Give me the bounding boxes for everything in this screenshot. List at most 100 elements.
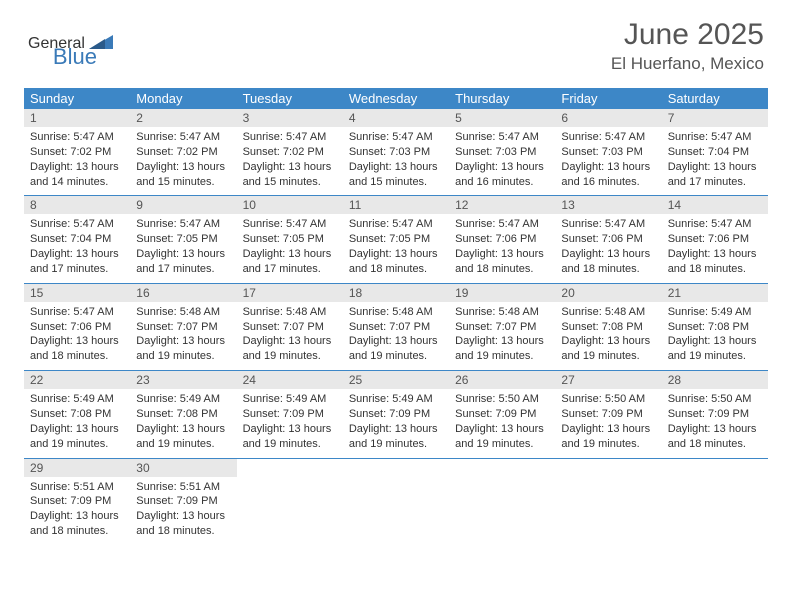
day-number: 27 — [555, 371, 661, 389]
month-title: June 2025 — [611, 18, 764, 52]
sunrise-line: Sunrise: 5:47 AM — [349, 130, 443, 145]
calendar-day-cell: 9Sunrise: 5:47 AMSunset: 7:05 PMDaylight… — [130, 196, 236, 283]
logo: General Blue — [28, 18, 97, 70]
day-number: 22 — [24, 371, 130, 389]
sunset-line: Sunset: 7:06 PM — [30, 320, 124, 335]
calendar-day-cell: 16Sunrise: 5:48 AMSunset: 7:07 PMDayligh… — [130, 283, 236, 370]
daylight-line: Daylight: 13 hours and 19 minutes. — [561, 422, 655, 452]
calendar-day-cell — [662, 458, 768, 545]
day-number: 25 — [343, 371, 449, 389]
daylight-line: Daylight: 13 hours and 15 minutes. — [349, 160, 443, 190]
calendar-day-cell: 3Sunrise: 5:47 AMSunset: 7:02 PMDaylight… — [237, 109, 343, 196]
day-number: 21 — [662, 284, 768, 302]
calendar-day-cell: 27 Sunrise: 5:50 AMSunset: 7:09 PMDayligh… — [555, 371, 661, 458]
sunrise-line: Sunrise: 5:48 AM — [349, 305, 443, 320]
day-details: Sunrise: 5:47 AMSunset: 7:03 PMDaylight:… — [555, 127, 661, 195]
sunrise-line: Sunrise: 5:49 AM — [349, 392, 443, 407]
calendar-day-cell: 28Sunrise: 5:50 AMSunset: 7:09 PMDayligh… — [662, 371, 768, 458]
day-details: Sunrise: 5:48 AMSunset: 7:07 PMDaylight:… — [449, 302, 555, 370]
calendar-day-cell — [237, 458, 343, 545]
calendar-day-cell: 19Sunrise: 5:48 AMSunset: 7:07 PMDayligh… — [449, 283, 555, 370]
daylight-line: Daylight: 13 hours and 15 minutes. — [243, 160, 337, 190]
sunrise-line: Sunrise: 5:47 AM — [136, 130, 230, 145]
sunset-line: Sunset: 7:07 PM — [455, 320, 549, 335]
sunrise-line: Sunrise: 5:48 AM — [561, 305, 655, 320]
day-header: Thursday — [449, 88, 555, 109]
calendar-day-cell: 4Sunrise: 5:47 AMSunset: 7:03 PMDaylight… — [343, 109, 449, 196]
calendar-day-cell: 26Sunrise: 5:50 AMSunset: 7:09 PMDayligh… — [449, 371, 555, 458]
sunset-line: Sunset: 7:06 PM — [561, 232, 655, 247]
day-details: Sunrise: 5:50 AMSunset: 7:09 PMDaylight:… — [662, 389, 768, 457]
daylight-line: Daylight: 13 hours and 17 minutes. — [30, 247, 124, 277]
sunset-line: Sunset: 7:09 PM — [243, 407, 337, 422]
calendar-day-cell: 6Sunrise: 5:47 AMSunset: 7:03 PMDaylight… — [555, 109, 661, 196]
daylight-line: Daylight: 13 hours and 16 minutes. — [561, 160, 655, 190]
sunset-line: Sunset: 7:02 PM — [30, 145, 124, 160]
day-details: Sunrise: 5:47 AMSunset: 7:06 PMDaylight:… — [662, 214, 768, 282]
day-number: 17 — [237, 284, 343, 302]
sunset-line: Sunset: 7:09 PM — [349, 407, 443, 422]
sunrise-line: Sunrise: 5:47 AM — [136, 217, 230, 232]
sunset-line: Sunset: 7:03 PM — [455, 145, 549, 160]
sunrise-line: Sunrise: 5:47 AM — [349, 217, 443, 232]
day-details: Sunrise: 5:47 AMSunset: 7:02 PMDaylight:… — [24, 127, 130, 195]
daylight-line: Daylight: 13 hours and 18 minutes. — [136, 509, 230, 539]
sunset-line: Sunset: 7:05 PM — [136, 232, 230, 247]
sunrise-line: Sunrise: 5:47 AM — [668, 130, 762, 145]
day-header-row: SundayMondayTuesdayWednesdayThursdayFrid… — [24, 88, 768, 109]
day-number: 19 — [449, 284, 555, 302]
calendar-day-cell: 18Sunrise: 5:48 AMSunset: 7:07 PMDayligh… — [343, 283, 449, 370]
day-details: Sunrise: 5:48 AMSunset: 7:07 PMDaylight:… — [130, 302, 236, 370]
location-label: El Huerfano, Mexico — [611, 54, 764, 74]
day-details: Sunrise: 5:47 AMSunset: 7:03 PMDaylight:… — [343, 127, 449, 195]
sunset-line: Sunset: 7:04 PM — [30, 232, 124, 247]
sunset-line: Sunset: 7:09 PM — [136, 494, 230, 509]
calendar-day-cell: 21Sunrise: 5:49 AMSunset: 7:08 PMDayligh… — [662, 283, 768, 370]
sunrise-line: Sunrise: 5:47 AM — [243, 217, 337, 232]
sunrise-line: Sunrise: 5:48 AM — [136, 305, 230, 320]
calendar-day-cell: 14Sunrise: 5:47 AMSunset: 7:06 PMDayligh… — [662, 196, 768, 283]
calendar-week-row: 1Sunrise: 5:47 AMSunset: 7:02 PMDaylight… — [24, 109, 768, 196]
calendar-day-cell: 15Sunrise: 5:47 AMSunset: 7:06 PMDayligh… — [24, 283, 130, 370]
daylight-line: Daylight: 13 hours and 18 minutes. — [349, 247, 443, 277]
sunset-line: Sunset: 7:06 PM — [455, 232, 549, 247]
day-details: Sunrise: 5:47 AMSunset: 7:06 PMDaylight:… — [555, 214, 661, 282]
day-details: Sunrise: 5:49 AMSunset: 7:08 PMDaylight:… — [662, 302, 768, 370]
daylight-line: Daylight: 13 hours and 18 minutes. — [30, 334, 124, 364]
sunrise-line: Sunrise: 5:50 AM — [561, 392, 655, 407]
daylight-line: Daylight: 13 hours and 19 minutes. — [136, 334, 230, 364]
calendar-day-cell: 10Sunrise: 5:47 AMSunset: 7:05 PMDayligh… — [237, 196, 343, 283]
day-number: 10 — [237, 196, 343, 214]
day-details: Sunrise: 5:50 AMSunset: 7:09 PMDaylight:… — [449, 389, 555, 457]
sunset-line: Sunset: 7:09 PM — [561, 407, 655, 422]
day-number: 28 — [662, 371, 768, 389]
daylight-line: Daylight: 13 hours and 15 minutes. — [136, 160, 230, 190]
day-header: Wednesday — [343, 88, 449, 109]
day-details: Sunrise: 5:49 AMSunset: 7:08 PMDaylight:… — [24, 389, 130, 457]
daylight-line: Daylight: 13 hours and 19 minutes. — [455, 422, 549, 452]
daylight-line: Daylight: 13 hours and 17 minutes. — [243, 247, 337, 277]
calendar-day-cell: 25Sunrise: 5:49 AMSunset: 7:09 PMDayligh… — [343, 371, 449, 458]
day-number: 26 — [449, 371, 555, 389]
day-details: Sunrise: 5:47 AMSunset: 7:02 PMDaylight:… — [130, 127, 236, 195]
sunrise-line: Sunrise: 5:48 AM — [243, 305, 337, 320]
calendar-day-cell: 12Sunrise: 5:47 AMSunset: 7:06 PMDayligh… — [449, 196, 555, 283]
sunset-line: Sunset: 7:07 PM — [349, 320, 443, 335]
day-header: Saturday — [662, 88, 768, 109]
daylight-line: Daylight: 13 hours and 14 minutes. — [30, 160, 124, 190]
day-number: 18 — [343, 284, 449, 302]
calendar-day-cell: 30Sunrise: 5:51 AMSunset: 7:09 PMDayligh… — [130, 458, 236, 545]
day-number: 20 — [555, 284, 661, 302]
day-number: 6 — [555, 109, 661, 127]
sunset-line: Sunset: 7:02 PM — [243, 145, 337, 160]
day-details: Sunrise: 5:49 AMSunset: 7:08 PMDaylight:… — [130, 389, 236, 457]
daylight-line: Daylight: 13 hours and 17 minutes. — [668, 160, 762, 190]
day-header: Friday — [555, 88, 661, 109]
sunrise-line: Sunrise: 5:49 AM — [668, 305, 762, 320]
day-details: Sunrise: 5:47 AMSunset: 7:06 PMDaylight:… — [24, 302, 130, 370]
calendar-day-cell: 7Sunrise: 5:47 AMSunset: 7:04 PMDaylight… — [662, 109, 768, 196]
sunrise-line: Sunrise: 5:50 AM — [455, 392, 549, 407]
daylight-line: Daylight: 13 hours and 19 minutes. — [561, 334, 655, 364]
calendar-week-row: 29Sunrise: 5:51 AMSunset: 7:09 PMDayligh… — [24, 458, 768, 545]
day-details: Sunrise: 5:47 AMSunset: 7:05 PMDaylight:… — [237, 214, 343, 282]
